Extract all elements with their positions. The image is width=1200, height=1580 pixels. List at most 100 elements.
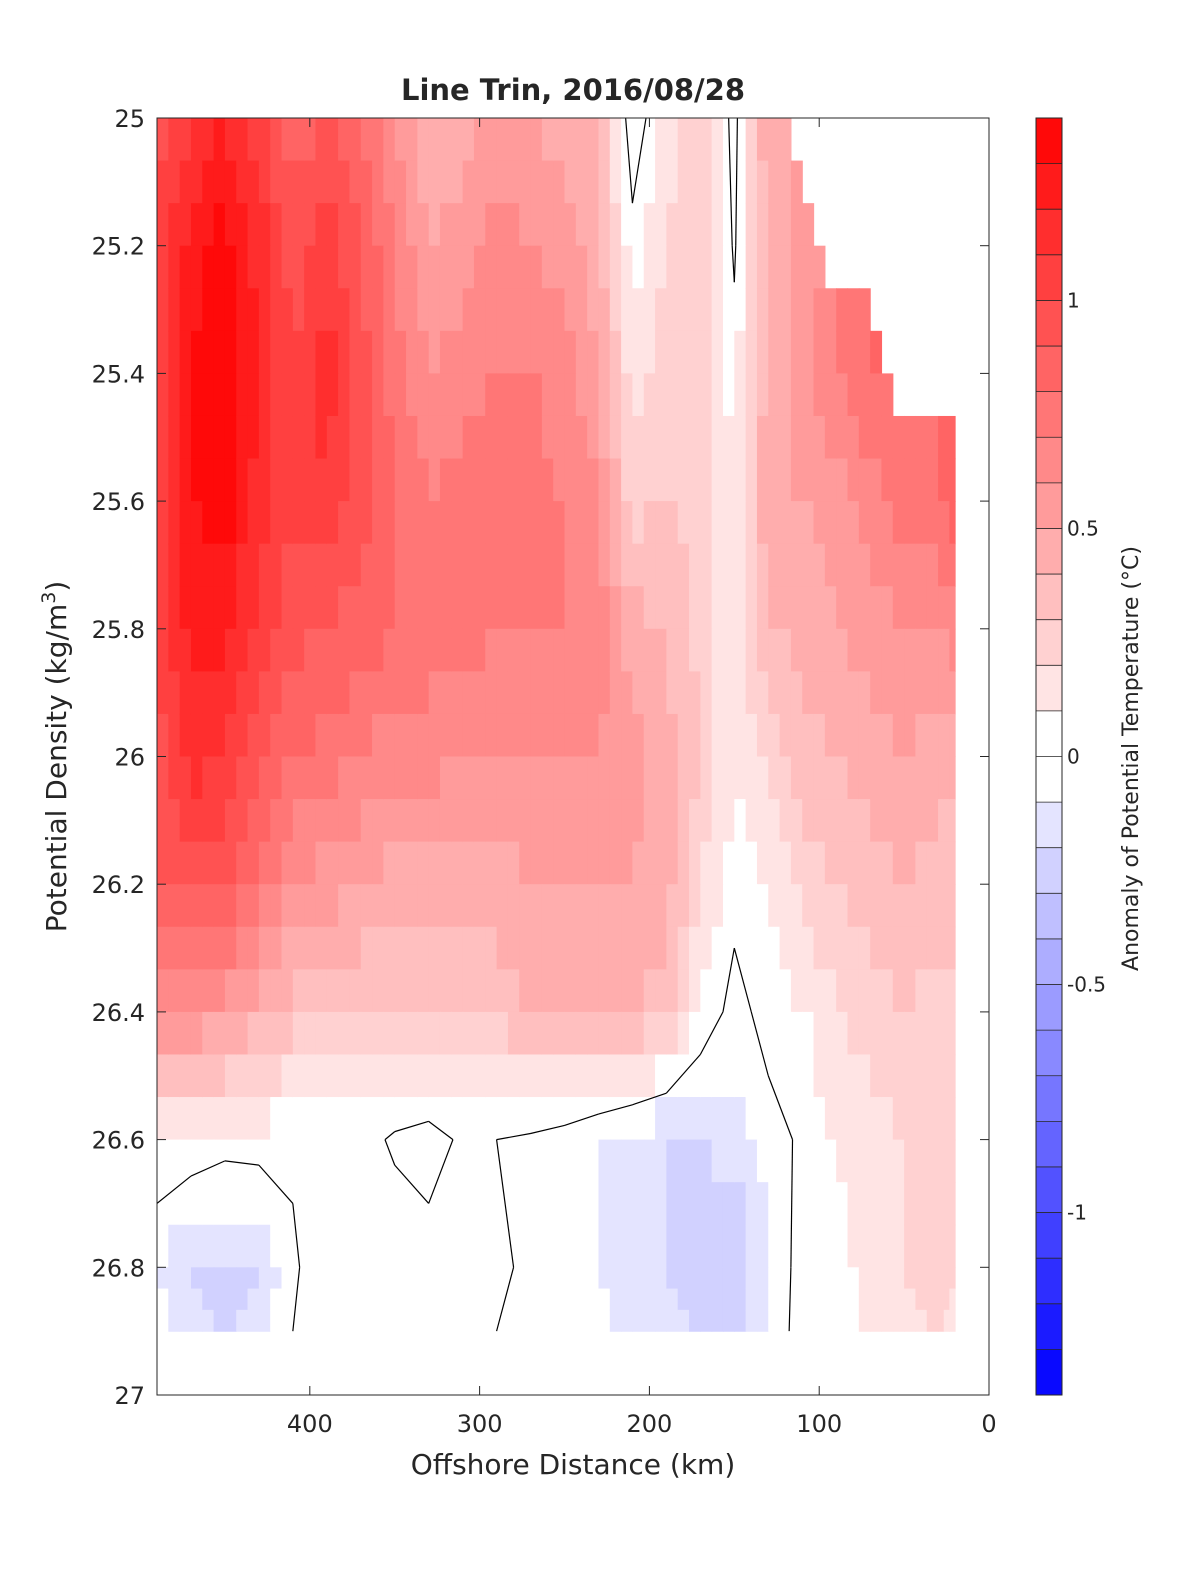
field-cell [892, 1054, 905, 1098]
field-cell [915, 1182, 928, 1226]
field-cell [790, 1267, 803, 1290]
field-cell [439, 1267, 452, 1290]
field-cell [813, 458, 826, 502]
field-cell [858, 373, 871, 417]
field-cell [722, 713, 735, 758]
field-cell [247, 841, 260, 885]
field-cell [326, 203, 339, 247]
field-cell [858, 841, 871, 885]
field-cell [315, 118, 328, 162]
field-cell [768, 756, 781, 800]
field-cell [711, 1097, 724, 1141]
field-cell [428, 543, 441, 587]
field-cell [836, 458, 849, 502]
field-cell [756, 118, 769, 162]
field-cell [338, 671, 351, 715]
field-cell [428, 330, 441, 374]
field-cell [802, 671, 815, 715]
field-cell [836, 1097, 849, 1141]
field-cell [507, 1011, 520, 1056]
field-cell [779, 884, 792, 928]
field-cell [711, 756, 724, 800]
field-cell [609, 203, 622, 247]
field-cell [451, 330, 464, 374]
field-cell [598, 203, 611, 247]
field-cell [768, 1224, 781, 1268]
field-cell [315, 1097, 328, 1141]
field-cell [372, 245, 384, 289]
field-cell [360, 458, 373, 502]
field-cell [904, 756, 917, 800]
field-cell [292, 884, 305, 928]
field-cell [394, 245, 407, 289]
field-cell [496, 713, 509, 758]
field-cell [609, 415, 622, 460]
field-cell [621, 628, 634, 672]
field-cell [394, 1309, 407, 1332]
field-cell [768, 1054, 781, 1098]
field-cell [451, 1054, 464, 1098]
field-cell [439, 288, 452, 332]
field-cell [281, 1097, 294, 1141]
field-cell [892, 969, 905, 1013]
field-cell [451, 1097, 464, 1141]
field-cell [587, 501, 600, 545]
field-cell [190, 203, 203, 247]
field-cell [700, 415, 713, 460]
field-cell [756, 415, 769, 460]
field-cell [949, 1288, 956, 1311]
field-cell [870, 1011, 883, 1056]
field-cell [485, 1267, 498, 1290]
field-cell [689, 1309, 701, 1332]
y-tick-label: 25.6 [92, 488, 145, 516]
field-cell [587, 713, 600, 758]
field-cell [372, 628, 384, 672]
field-cell [292, 1011, 305, 1056]
field-cell [711, 415, 724, 460]
field-cell [575, 245, 588, 289]
field-cell [428, 969, 441, 1013]
field-cell [383, 118, 396, 162]
field-cell [666, 671, 679, 715]
field-cell [564, 1182, 577, 1226]
field-cell [236, 373, 249, 417]
field-cell [904, 1224, 917, 1268]
field-cell [609, 118, 622, 162]
field-cell [790, 330, 803, 374]
field-cell [530, 1224, 543, 1268]
field-cell [700, 1267, 713, 1290]
field-cell [462, 969, 475, 1013]
field-cell [813, 1054, 826, 1098]
field-cell [575, 118, 588, 162]
field-cell [632, 841, 645, 885]
field-cell [338, 330, 351, 374]
field-cell [745, 884, 758, 928]
field-cell [609, 1139, 622, 1183]
field-cell [451, 884, 464, 928]
field-cell [439, 373, 452, 417]
colorbar-swatch [1036, 1030, 1062, 1077]
field-cell [813, 1097, 826, 1141]
field-cell [779, 1182, 792, 1226]
field-cell [439, 756, 452, 800]
field-cell [734, 969, 747, 1013]
field-cell [473, 118, 486, 162]
field-cell [632, 1182, 645, 1226]
field-cell [157, 1309, 169, 1332]
field-cell [915, 841, 928, 885]
field-cell [428, 1011, 441, 1056]
field-cell [292, 458, 305, 502]
field-cell [224, 1011, 237, 1056]
field-cell [213, 330, 226, 374]
field-cell [847, 1054, 860, 1098]
field-cell [768, 1182, 781, 1226]
field-cell [790, 1011, 803, 1056]
field-cell [541, 1309, 554, 1332]
field-cell [541, 330, 554, 374]
field-cell [473, 203, 486, 247]
field-cell [892, 1224, 905, 1268]
field-cell [383, 1182, 396, 1226]
field-cell [168, 458, 181, 502]
field-cell [292, 415, 305, 460]
field-cell [394, 203, 407, 247]
